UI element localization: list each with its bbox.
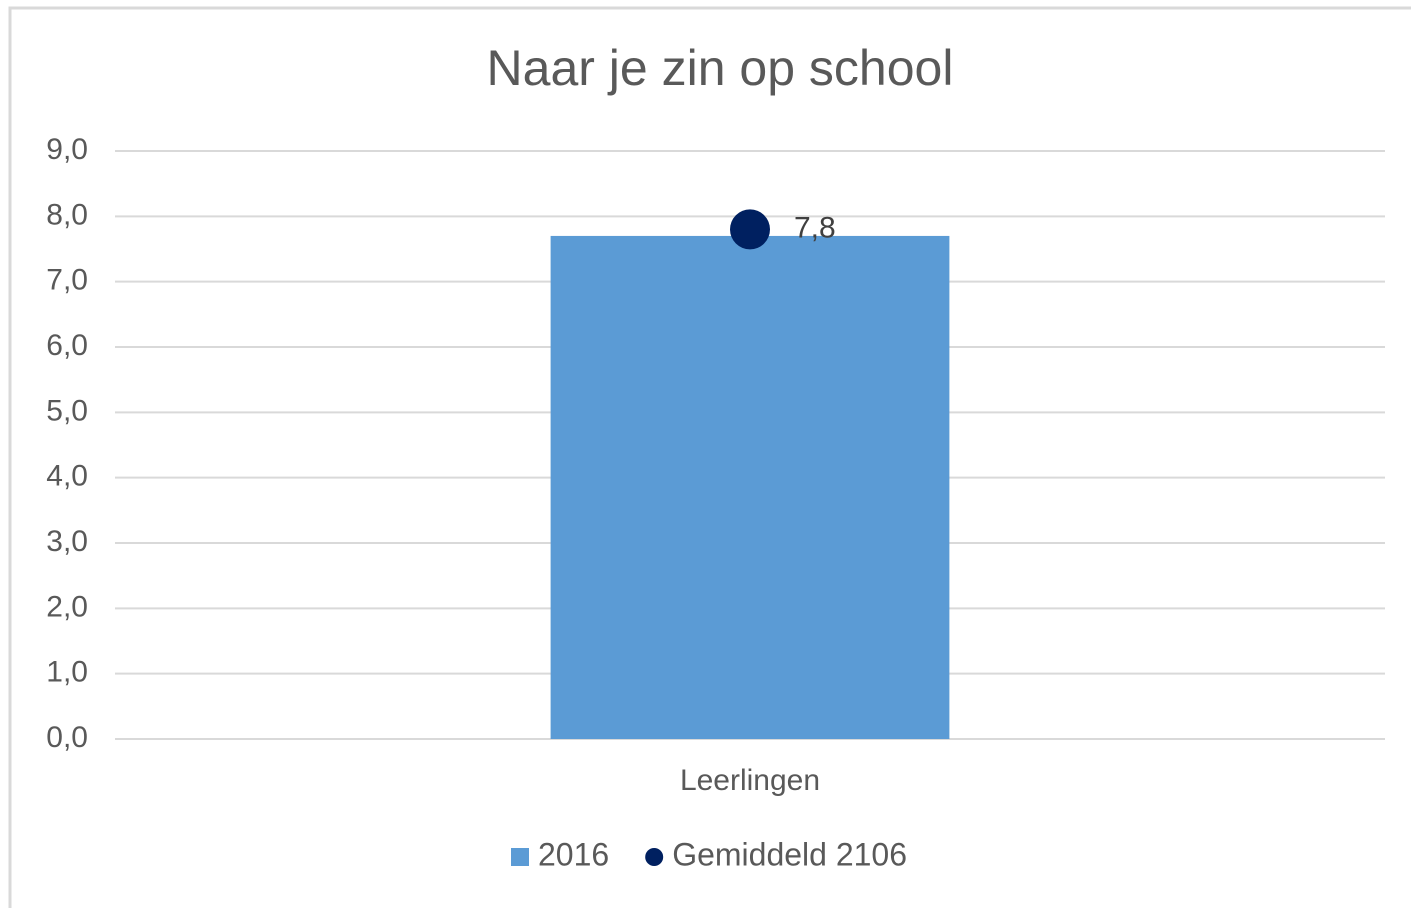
y-tick-label: 6,0 — [46, 329, 88, 362]
legend-label: Gemiddeld 2106 — [672, 836, 907, 872]
y-tick-label: 4,0 — [46, 460, 88, 493]
chart-title: Naar je zin op school — [487, 40, 954, 96]
bar — [550, 235, 950, 739]
y-tick-label: 3,0 — [46, 525, 88, 558]
y-tick-label: 0,0 — [46, 721, 88, 754]
marker — [730, 209, 770, 250]
y-tick-label: 8,0 — [46, 198, 88, 231]
data-label: 7,8 — [794, 211, 836, 244]
y-tick-label: 2,0 — [46, 590, 88, 623]
legend-label: 2016 — [538, 836, 609, 872]
y-tick-label: 9,0 — [46, 133, 88, 166]
y-tick-label: 1,0 — [46, 656, 88, 689]
legend-swatch — [645, 848, 664, 866]
legend-swatch — [511, 848, 529, 866]
y-tick-label: 7,0 — [46, 264, 88, 297]
y-tick-label: 5,0 — [46, 394, 88, 427]
x-tick-label: Leerlingen — [680, 764, 820, 797]
